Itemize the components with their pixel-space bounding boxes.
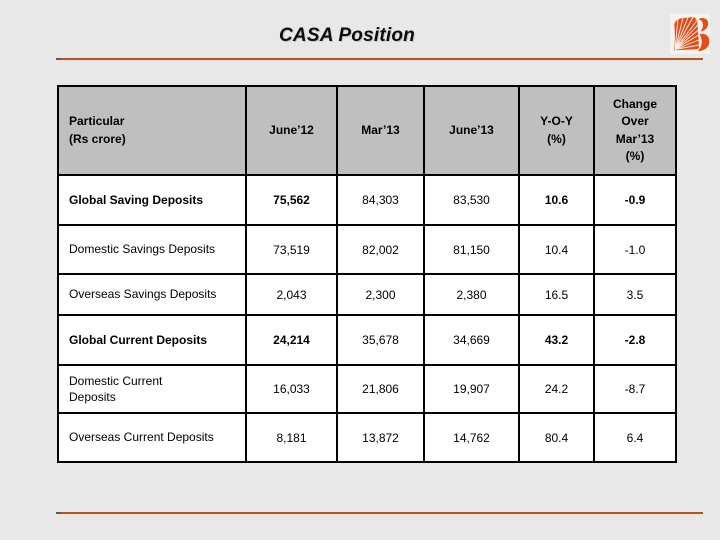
col-header-particular: Particular (Rs crore): [57, 85, 247, 176]
header-row: Particular (Rs crore) June’12 Mar’13 Jun…: [57, 85, 677, 176]
row-label: Overseas Current Deposits: [57, 412, 247, 463]
cell-mar13: 13,872: [336, 412, 425, 463]
col-header-yoy: Y-O-Y (%): [518, 85, 595, 176]
cell-change-over: -0.9: [593, 174, 677, 226]
cell-june13: 19,907: [423, 364, 520, 414]
cell-yoy: 24.2: [518, 364, 595, 414]
cell-change-over: -8.7: [593, 364, 677, 414]
title-divider: [56, 58, 703, 61]
row-label: Global Current Deposits: [57, 314, 247, 366]
cell-yoy: 43.2: [518, 314, 595, 366]
cell-mar13: 84,303: [336, 174, 425, 226]
col-header-change-over-mar13: Change Over Mar’13 (%): [593, 85, 677, 176]
cell-june12: 24,214: [245, 314, 338, 366]
row-label: Domestic Savings Deposits: [57, 224, 247, 275]
cell-june12: 75,562: [245, 174, 338, 226]
cell-june12: 8,181: [245, 412, 338, 463]
cell-june13: 2,380: [423, 273, 520, 316]
cell-mar13: 21,806: [336, 364, 425, 414]
col-header-june12: June’12: [245, 85, 338, 176]
cell-june13: 34,669: [423, 314, 520, 366]
baroda-sun-icon: [670, 14, 710, 54]
cell-mar13: 35,678: [336, 314, 425, 366]
table-row: Domestic Current Deposits 16,033 21,806 …: [57, 364, 677, 414]
cell-change-over: -1.0: [593, 224, 677, 275]
cell-june12: 2,043: [245, 273, 338, 316]
cell-yoy: 80.4: [518, 412, 595, 463]
col-header-june13: June’13: [423, 85, 520, 176]
cell-change-over: 6.4: [593, 412, 677, 463]
row-label: Global Saving Deposits: [57, 174, 247, 226]
footer-divider: [56, 512, 703, 515]
cell-change-over: 3.5: [593, 273, 677, 316]
table-row: Domestic Savings Deposits 73,519 82,002 …: [57, 224, 677, 275]
row-label: Overseas Savings Deposits: [57, 273, 247, 316]
cell-change-over: -2.8: [593, 314, 677, 366]
cell-yoy: 10.6: [518, 174, 595, 226]
cell-mar13: 82,002: [336, 224, 425, 275]
row-label: Domestic Current Deposits: [57, 364, 247, 414]
col-header-mar13: Mar’13: [336, 85, 425, 176]
cell-june12: 16,033: [245, 364, 338, 414]
cell-june13: 14,762: [423, 412, 520, 463]
table-row: Global Saving Deposits 75,562 84,303 83,…: [57, 174, 677, 226]
casa-position-table: Particular (Rs crore) June’12 Mar’13 Jun…: [57, 85, 677, 463]
cell-yoy: 16.5: [518, 273, 595, 316]
cell-mar13: 2,300: [336, 273, 425, 316]
table-row: Global Current Deposits 24,214 35,678 34…: [57, 314, 677, 366]
cell-yoy: 10.4: [518, 224, 595, 275]
cell-june13: 81,150: [423, 224, 520, 275]
slide-title: CASA Position: [279, 25, 415, 46]
table-row: Overseas Savings Deposits 2,043 2,300 2,…: [57, 273, 677, 316]
cell-june12: 73,519: [245, 224, 338, 275]
cell-june13: 83,530: [423, 174, 520, 226]
table-row: Overseas Current Deposits 8,181 13,872 1…: [57, 412, 677, 463]
